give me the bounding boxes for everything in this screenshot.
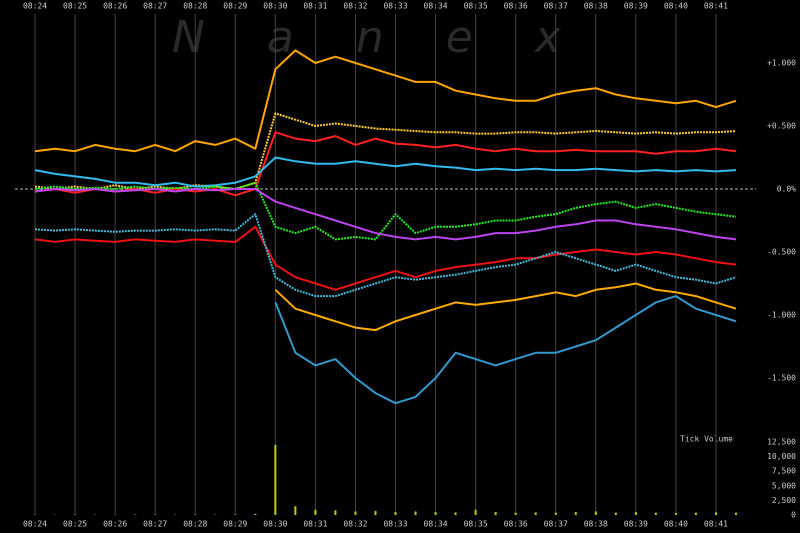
x-tick-label: 08:29 [223, 520, 247, 529]
x-tick-label: 08:32 [343, 520, 367, 529]
y-tick-label: +1.000 [767, 59, 796, 68]
volume-bar [334, 510, 337, 515]
x-tick-label: 08:34 [424, 2, 448, 11]
volume-bar [674, 512, 677, 515]
volume-tick-label: 10,000 [767, 452, 796, 461]
watermark: Nanex [172, 12, 623, 63]
volume-bar [634, 512, 637, 515]
y-tick-label: +0.500 [767, 122, 796, 131]
x-tick-label: 08:39 [624, 520, 648, 529]
x-tick-label: 08:26 [103, 520, 127, 529]
volume-bar [474, 509, 477, 515]
volume-bar [494, 512, 497, 515]
x-tick-label: 08:37 [544, 2, 568, 11]
series-line [34, 49, 737, 153]
volume-bar [534, 512, 537, 515]
volume-bar [314, 509, 317, 515]
x-tick-label: 08:40 [664, 2, 688, 11]
x-tick-label: 08:33 [383, 520, 407, 529]
volume-bar [614, 512, 617, 515]
volume-bar [554, 512, 557, 515]
x-tick-label: 08:34 [424, 520, 448, 529]
x-tick-label: 08:31 [303, 2, 327, 11]
volume-bar [254, 513, 257, 515]
volume-bar [714, 512, 717, 515]
x-tick-label: 08:28 [183, 520, 207, 529]
volume-bar [694, 512, 697, 515]
volume-tick-label: 12,500 [767, 438, 796, 447]
series-line [274, 282, 737, 332]
series-line [34, 225, 737, 291]
volume-title: Tick Volume [680, 435, 733, 444]
volume-bar [374, 510, 377, 515]
x-tick-label: 08:25 [63, 2, 87, 11]
volume-bar [354, 511, 357, 515]
y-tick-label: -0.500 [767, 248, 796, 257]
x-tick-label: 08:24 [23, 2, 47, 11]
volume-tick-label: 7,500 [772, 467, 796, 476]
x-tick-label: 08:31 [303, 520, 327, 529]
x-tick-label: 08:37 [544, 520, 568, 529]
volume-bar [734, 512, 737, 515]
x-tick-label: 08:29 [223, 2, 247, 11]
volume-tick-label: 5,000 [772, 481, 796, 490]
series-line [34, 131, 737, 197]
volume-bar [594, 511, 597, 515]
x-tick-label: 08:28 [183, 2, 207, 11]
volume-tick-label: 0 [791, 511, 796, 520]
x-tick-label: 08:32 [343, 2, 367, 11]
x-tick-label: 08:26 [103, 2, 127, 11]
volume-bar [434, 512, 437, 515]
x-tick-label: 08:35 [464, 2, 488, 11]
series-line [34, 188, 737, 241]
volume-bar [394, 512, 397, 515]
volume-bar [574, 512, 577, 515]
volume-bar [414, 511, 417, 515]
x-tick-label: 08:25 [63, 520, 87, 529]
x-tick-label: 08:24 [23, 520, 47, 529]
x-tick-label: 08:27 [143, 520, 167, 529]
x-tick-label: 08:36 [504, 2, 528, 11]
x-tick-label: 08:38 [584, 520, 608, 529]
x-tick-label: 08:38 [584, 2, 608, 11]
x-tick-label: 08:27 [143, 2, 167, 11]
x-tick-label: 08:39 [624, 2, 648, 11]
x-tick-label: 08:41 [704, 2, 728, 11]
y-tick-label: -1.500 [767, 374, 796, 383]
volume-bar [514, 512, 517, 515]
y-tick-label: 0.0% [777, 185, 796, 194]
volume-bar [294, 506, 297, 515]
y-tick-label: -1.000 [767, 311, 796, 320]
volume-bar [454, 512, 457, 515]
x-tick-label: 08:33 [383, 2, 407, 11]
x-tick-label: 08:30 [263, 520, 287, 529]
x-tick-label: 08:35 [464, 520, 488, 529]
series-line [34, 112, 737, 190]
x-tick-label: 08:30 [263, 2, 287, 11]
series-line [274, 295, 737, 405]
x-tick-label: 08:40 [664, 520, 688, 529]
series-line [34, 213, 737, 298]
x-tick-label: 08:36 [504, 520, 528, 529]
series-line [34, 156, 737, 188]
x-tick-label: 08:41 [704, 520, 728, 529]
volume-bar [654, 512, 657, 515]
volume-tick-label: 2,500 [772, 496, 796, 505]
volume-bar [274, 444, 277, 515]
